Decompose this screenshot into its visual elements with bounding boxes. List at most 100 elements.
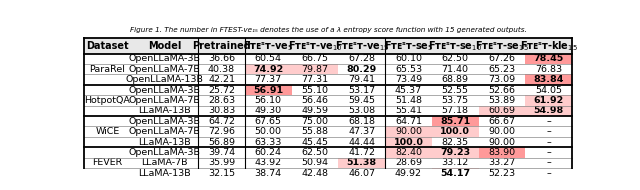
Text: 53.08: 53.08 xyxy=(348,106,375,115)
Text: HotpotQA: HotpotQA xyxy=(84,96,131,105)
Text: 55.88: 55.88 xyxy=(301,127,328,136)
Text: 83.90: 83.90 xyxy=(488,148,515,157)
Text: 79.87: 79.87 xyxy=(301,65,328,74)
Text: 44.44: 44.44 xyxy=(348,138,375,147)
Text: 54.98: 54.98 xyxy=(534,106,564,115)
Text: Fᴛᴇˢᴛ-se$_5$: Fᴛᴇˢᴛ-se$_5$ xyxy=(384,39,433,53)
Bar xyxy=(525,74,572,85)
Text: –: – xyxy=(547,158,551,167)
Text: 90.00: 90.00 xyxy=(488,138,515,147)
Text: 71.40: 71.40 xyxy=(442,65,468,74)
Text: 56.91: 56.91 xyxy=(253,86,284,94)
Text: OpenLLaMA-7B: OpenLLaMA-7B xyxy=(129,96,200,105)
Text: 33.27: 33.27 xyxy=(488,158,516,167)
Bar xyxy=(525,106,572,116)
Text: 36.66: 36.66 xyxy=(208,54,235,63)
Text: 67.65: 67.65 xyxy=(255,117,282,126)
Text: OpenLLaMA-3B: OpenLLaMA-3B xyxy=(129,148,200,157)
Text: WiCE: WiCE xyxy=(95,127,120,136)
Text: 76.83: 76.83 xyxy=(535,65,562,74)
Text: Dataset: Dataset xyxy=(86,41,129,51)
Text: OpenLLaMA-7B: OpenLLaMA-7B xyxy=(129,127,200,136)
Text: 39.74: 39.74 xyxy=(208,148,235,157)
Text: 52.55: 52.55 xyxy=(442,86,468,94)
Text: 49.59: 49.59 xyxy=(301,106,328,115)
Text: 55.10: 55.10 xyxy=(301,86,328,94)
Text: ParaRel: ParaRel xyxy=(90,65,125,74)
Text: Fᴛᴇˢᴛ-se$_{15}$: Fᴛᴇˢᴛ-se$_{15}$ xyxy=(475,39,529,53)
Text: 60.69: 60.69 xyxy=(488,106,515,115)
Text: 66.67: 66.67 xyxy=(488,117,515,126)
Text: 51.48: 51.48 xyxy=(395,96,422,105)
Text: 65.53: 65.53 xyxy=(395,65,422,74)
Bar xyxy=(432,116,479,127)
Text: 50.00: 50.00 xyxy=(255,127,282,136)
Text: –: – xyxy=(547,127,551,136)
Bar xyxy=(245,64,292,74)
Text: 82.35: 82.35 xyxy=(442,138,468,147)
Text: 49.92: 49.92 xyxy=(395,169,422,178)
Text: 77.31: 77.31 xyxy=(301,75,328,84)
Text: 65.23: 65.23 xyxy=(488,65,515,74)
Text: 90.00: 90.00 xyxy=(488,127,515,136)
Text: 60.54: 60.54 xyxy=(255,54,282,63)
Text: 53.17: 53.17 xyxy=(348,86,375,94)
Text: 54.05: 54.05 xyxy=(535,86,562,94)
Text: 68.89: 68.89 xyxy=(442,75,468,84)
Text: 57.18: 57.18 xyxy=(442,106,468,115)
Text: LLaMA-13B: LLaMA-13B xyxy=(138,169,191,178)
Bar xyxy=(245,85,292,95)
Text: OpenLLaMA-3B: OpenLLaMA-3B xyxy=(129,86,200,94)
Text: 100.0: 100.0 xyxy=(440,127,470,136)
Text: 74.92: 74.92 xyxy=(253,65,284,74)
Bar xyxy=(479,106,525,116)
Text: 79.41: 79.41 xyxy=(348,75,375,84)
Text: Pretrained: Pretrained xyxy=(192,41,251,51)
Bar xyxy=(385,127,432,137)
Text: 52.23: 52.23 xyxy=(488,169,515,178)
Bar xyxy=(385,147,432,158)
Text: 32.15: 32.15 xyxy=(208,169,235,178)
Text: LLaMA-7B: LLaMA-7B xyxy=(141,158,188,167)
Bar xyxy=(479,147,525,158)
Text: OpenLLaMA-3B: OpenLLaMA-3B xyxy=(129,54,200,63)
Bar xyxy=(525,54,572,64)
Text: 73.49: 73.49 xyxy=(395,75,422,84)
Text: OpenLLaMA-3B: OpenLLaMA-3B xyxy=(129,117,200,126)
Text: 25.72: 25.72 xyxy=(208,86,235,94)
Text: Fᴛᴇˢᴛ-kle$_{15}$: Fᴛᴇˢᴛ-kle$_{15}$ xyxy=(520,39,577,53)
Text: 42.48: 42.48 xyxy=(301,169,328,178)
Text: 66.75: 66.75 xyxy=(301,54,328,63)
Text: 62.50: 62.50 xyxy=(442,54,468,63)
Text: –: – xyxy=(547,138,551,147)
Text: 64.72: 64.72 xyxy=(208,117,235,126)
Text: –: – xyxy=(547,117,551,126)
Text: 30.83: 30.83 xyxy=(208,106,235,115)
Text: 68.18: 68.18 xyxy=(348,117,375,126)
Bar xyxy=(432,168,479,179)
Text: 45.37: 45.37 xyxy=(395,86,422,94)
Text: FEVER: FEVER xyxy=(92,158,122,167)
Bar xyxy=(339,158,385,168)
Text: 75.00: 75.00 xyxy=(301,117,328,126)
Text: Fᴛᴇˢᴛ-ve$_{15}$: Fᴛᴇˢᴛ-ve$_{15}$ xyxy=(335,39,389,53)
Text: 83.84: 83.84 xyxy=(534,75,564,84)
Text: 47.37: 47.37 xyxy=(348,127,375,136)
Text: 85.71: 85.71 xyxy=(440,117,470,126)
Text: –: – xyxy=(547,148,551,157)
Bar xyxy=(292,64,339,74)
Bar xyxy=(525,95,572,106)
Text: 77.37: 77.37 xyxy=(255,75,282,84)
Text: 56.89: 56.89 xyxy=(208,138,235,147)
Text: 78.45: 78.45 xyxy=(534,54,564,63)
Text: 59.45: 59.45 xyxy=(348,96,375,105)
Text: 50.94: 50.94 xyxy=(301,158,328,167)
Bar xyxy=(432,147,479,158)
Text: 28.63: 28.63 xyxy=(208,96,235,105)
Text: 63.33: 63.33 xyxy=(255,138,282,147)
Text: 56.46: 56.46 xyxy=(301,96,328,105)
Text: Fᴛᴇˢᴛ-ve$_5$: Fᴛᴇˢᴛ-ve$_5$ xyxy=(243,39,293,53)
Text: 67.26: 67.26 xyxy=(488,54,515,63)
Text: 82.40: 82.40 xyxy=(395,148,422,157)
Text: 33.12: 33.12 xyxy=(442,158,469,167)
